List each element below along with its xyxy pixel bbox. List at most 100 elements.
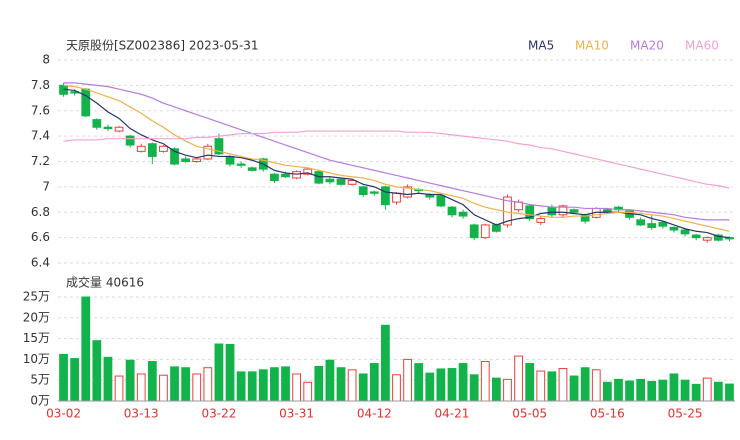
y-tick-label: 6.8 bbox=[31, 205, 50, 219]
volume-bar bbox=[59, 353, 68, 402]
volume-bar bbox=[203, 367, 213, 402]
volume-bar bbox=[403, 358, 412, 402]
candle-body bbox=[236, 163, 246, 166]
candle-body bbox=[569, 209, 579, 213]
candle-body bbox=[381, 186, 390, 206]
candle-body bbox=[147, 143, 157, 157]
y-tick-label: 7.2 bbox=[31, 154, 50, 168]
candle-body bbox=[225, 155, 235, 165]
candle-body bbox=[136, 145, 146, 152]
volume-bar bbox=[214, 343, 224, 402]
candle-body bbox=[558, 205, 568, 216]
candle-body bbox=[658, 221, 668, 227]
volume-bar bbox=[569, 375, 579, 402]
candle-body bbox=[680, 229, 690, 235]
volume-bar bbox=[525, 363, 535, 402]
x-tick-label: 04-12 bbox=[357, 407, 392, 421]
candle-body bbox=[347, 180, 357, 185]
volume-bar bbox=[381, 324, 390, 402]
legend-label: MA20 bbox=[630, 39, 664, 53]
candle-body bbox=[492, 224, 501, 232]
x-tick-label: 05-16 bbox=[590, 407, 625, 421]
candle-body bbox=[369, 191, 379, 194]
candle-body bbox=[458, 211, 468, 217]
y-tick-label: 6.4 bbox=[31, 256, 50, 270]
volume-bar bbox=[713, 381, 723, 402]
candle-body bbox=[525, 205, 535, 220]
volume-bar bbox=[503, 378, 512, 402]
volume-bar bbox=[492, 377, 501, 402]
volume-bar bbox=[458, 363, 468, 402]
volume-bar bbox=[392, 374, 401, 402]
volume-bar bbox=[236, 371, 246, 402]
volume-bar bbox=[447, 368, 457, 402]
candle-body bbox=[92, 119, 102, 128]
volume-bar bbox=[314, 365, 324, 402]
candle-body bbox=[125, 135, 135, 146]
x-tick-label: 05-25 bbox=[668, 407, 703, 421]
candle-body bbox=[192, 158, 202, 162]
x-tick-label: 05-05 bbox=[512, 407, 547, 421]
y-tick-label: 8 bbox=[42, 53, 50, 67]
volume-bar bbox=[591, 369, 601, 402]
candle-body bbox=[691, 234, 701, 239]
candle-body bbox=[480, 224, 490, 239]
candle-body bbox=[181, 158, 191, 162]
volume-bar bbox=[159, 374, 168, 402]
candle-body bbox=[636, 219, 646, 226]
volume-bar bbox=[136, 373, 146, 402]
candle-body bbox=[447, 206, 457, 216]
x-tick-label: 04-21 bbox=[435, 407, 470, 421]
volume-bar bbox=[680, 379, 690, 402]
volume-bar bbox=[270, 367, 279, 402]
candle-body bbox=[303, 168, 313, 175]
candle-body bbox=[669, 226, 679, 231]
volume-bar bbox=[369, 363, 379, 402]
y-tick-label: 7 bbox=[42, 179, 50, 193]
candle-body bbox=[325, 178, 335, 183]
candle-body bbox=[170, 148, 179, 165]
volume-bar bbox=[192, 373, 202, 402]
candle-body bbox=[403, 186, 412, 198]
legend-label: MA5 bbox=[528, 39, 554, 53]
y-tick-label: 10万 bbox=[23, 352, 50, 366]
volume-bar bbox=[636, 378, 646, 402]
volume-bar bbox=[691, 383, 701, 402]
candle-body bbox=[81, 88, 91, 117]
x-tick-label: 03-13 bbox=[124, 407, 159, 421]
volume-bar bbox=[92, 340, 102, 402]
volume-bar bbox=[614, 378, 623, 402]
candle-body bbox=[702, 237, 712, 241]
candle-body bbox=[247, 167, 257, 171]
y-tick-label: 0万 bbox=[30, 394, 50, 408]
volume-bar bbox=[702, 377, 712, 402]
y-tick-label: 7.4 bbox=[31, 129, 50, 143]
candle-body bbox=[203, 145, 213, 160]
y-tick-label: 25万 bbox=[23, 290, 50, 304]
volume-bar bbox=[658, 379, 668, 402]
volume-bar bbox=[358, 373, 368, 402]
candle-body bbox=[270, 173, 279, 182]
volume-bar bbox=[247, 371, 257, 402]
ma-line bbox=[63, 82, 730, 221]
ma-line bbox=[63, 130, 730, 189]
volume-bar bbox=[547, 371, 557, 402]
volume-bar bbox=[81, 296, 91, 402]
volume-bar bbox=[647, 380, 657, 402]
volume-bar bbox=[181, 367, 191, 402]
volume-bar bbox=[436, 368, 446, 402]
candle-body bbox=[103, 126, 113, 130]
chart-title: 天原股份[SZ002386] 2023-05-31 bbox=[66, 39, 259, 53]
volume-bar bbox=[336, 367, 346, 402]
volume-bar bbox=[669, 373, 679, 402]
candle-body bbox=[358, 186, 368, 195]
x-tick-label: 03-22 bbox=[201, 407, 236, 421]
y-tick-label: 6.6 bbox=[31, 230, 50, 244]
x-tick-label: 03-02 bbox=[46, 407, 81, 421]
candle-body bbox=[314, 171, 324, 184]
y-tick-label: 15万 bbox=[23, 331, 50, 345]
candle-body bbox=[114, 126, 124, 132]
candle-body bbox=[436, 195, 446, 207]
volume-bar bbox=[125, 359, 135, 402]
volume-title: 成交量 40616 bbox=[66, 275, 144, 290]
